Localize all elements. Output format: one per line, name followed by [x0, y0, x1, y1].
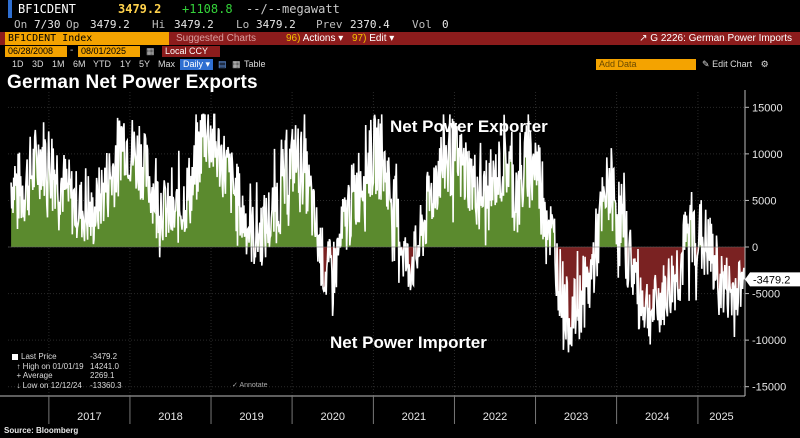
x-axis: 2017 2018 2019 2020 2021 2022 2023 2024 2025: [0, 395, 745, 424]
prev-value: 2370.4: [350, 18, 390, 31]
x-tick-label: 2017: [77, 411, 101, 423]
legend-value: 14241.0: [90, 361, 119, 371]
ticker-symbol[interactable]: BF1CDENT: [8, 0, 76, 18]
high-value: 3479.2: [174, 18, 214, 31]
edit-menu[interactable]: 97) Edit ▾: [352, 32, 394, 45]
y-tick-label: -15000: [752, 382, 786, 394]
low-value: 3479.2: [256, 18, 296, 31]
high-label: Hi: [152, 18, 166, 31]
quote-row: On 7/30 Op 3479.2 Hi 3479.2 Lo 3479.2 Pr…: [0, 17, 800, 33]
chart-name[interactable]: ↗ G 2226: German Power Imports: [639, 32, 792, 45]
frequency-select[interactable]: Daily ▾: [180, 59, 214, 70]
external-link-icon: ↗: [639, 33, 648, 44]
ticker-row: BF1CDENT 3479.2 +1108.8 --/-- megawatt: [0, 0, 800, 18]
legend-label: Last Price: [21, 352, 57, 361]
command-bar: [0, 32, 800, 45]
actions-menu-number: 96): [286, 33, 301, 44]
y-tick-label: 0: [752, 242, 758, 254]
suggested-charts-button[interactable]: Suggested Charts: [176, 33, 257, 44]
x-tick-label: 2025: [709, 411, 733, 423]
chart-title: German Net Power Exports: [7, 72, 258, 93]
annotate-label: Annotate: [239, 382, 268, 389]
last-price: 3479.2: [118, 2, 162, 16]
table-icon[interactable]: ▦: [232, 59, 241, 69]
table-button[interactable]: Table: [244, 59, 266, 69]
y-tick-label: 5000: [752, 195, 776, 207]
frequency-label: Daily: [183, 59, 204, 69]
chevron-down-icon: ▾: [389, 33, 395, 44]
volume-value: 0: [442, 18, 449, 31]
y-tick-label: -5000: [752, 289, 780, 301]
annotation-exporter: Net Power Exporter: [390, 117, 548, 136]
period-ytd[interactable]: YTD: [93, 59, 111, 69]
date-separator: -: [70, 45, 74, 56]
x-tick-label: 2022: [483, 411, 507, 423]
y-tick-label: 10000: [752, 149, 783, 161]
edit-chart-label: Edit Chart: [712, 59, 753, 69]
open-value: 3479.2: [90, 18, 130, 31]
pencil-icon: ✎: [702, 59, 710, 69]
x-tick-label: 2021: [402, 411, 426, 423]
prev-label: Prev: [316, 18, 343, 31]
low-label: Lo: [236, 18, 250, 31]
series-line: [8, 113, 746, 353]
legend-label: Low on 12/12/24: [22, 380, 82, 390]
legend-label: Average: [22, 371, 53, 380]
source-note: Source: Bloomberg: [4, 426, 79, 435]
period-row: 1D 3D 1M 6M YTD 1Y 5Y Max Daily ▾ ▤ ▦ Ta…: [0, 58, 800, 71]
on-label: On: [14, 18, 28, 31]
price-change-percent: --/--: [246, 2, 283, 16]
calendar-icon[interactable]: ▦: [146, 46, 155, 56]
x-tick-label: 2024: [645, 411, 669, 423]
currency-select[interactable]: Local CCY: [162, 46, 220, 57]
period-1m[interactable]: 1M: [52, 59, 65, 69]
last-value-tag: [745, 272, 800, 287]
annotations: Net Power Exporter Net Power Importer: [330, 117, 548, 352]
legend-marker: [12, 353, 18, 360]
y-tick-label: 15000: [752, 102, 783, 114]
volume-label: Vol: [412, 18, 432, 31]
legend-label: High on 01/01/19: [22, 361, 84, 371]
actions-menu[interactable]: 96) Actions ▾: [286, 32, 343, 45]
chart-type-icon[interactable]: ▤: [218, 59, 227, 69]
edit-chart-button[interactable]: ✎ Edit Chart ⚙: [702, 58, 769, 71]
edit-menu-number: 97): [352, 33, 367, 44]
last-value-label: -3479.2: [753, 274, 790, 286]
x-tick-label: 2019: [239, 411, 263, 423]
x-tick-label: 2018: [158, 411, 182, 423]
annotate-button[interactable]: ✓ Annotate: [232, 382, 268, 389]
price-unit: megawatt: [282, 2, 340, 16]
settings-icon[interactable]: ⚙: [760, 59, 769, 69]
open-label: Op: [66, 18, 80, 31]
end-date-input[interactable]: 08/01/2025: [78, 46, 140, 57]
legend-value: -13360.3: [90, 380, 122, 390]
period-max[interactable]: Max: [158, 59, 176, 69]
edit-menu-label: Edit: [369, 33, 387, 44]
on-value: 7/30: [34, 18, 61, 31]
add-data-input[interactable]: Add Data: [596, 59, 696, 70]
legend-value: -3479.2: [90, 352, 118, 361]
period-1d[interactable]: 1D: [12, 59, 24, 69]
legend-value: 2269.1: [90, 371, 115, 380]
price-change: +1108.8: [182, 2, 233, 16]
annotation-importer: Net Power Importer: [330, 333, 487, 352]
period-3d[interactable]: 3D: [32, 59, 44, 69]
series-line-path: [10, 113, 746, 353]
period-1y[interactable]: 1Y: [120, 59, 132, 69]
period-5y[interactable]: 5Y: [139, 59, 151, 69]
y-tick-label: -10000: [752, 335, 786, 347]
security-input[interactable]: BF1CDENT Index: [5, 32, 169, 45]
start-date-input[interactable]: 06/28/2008: [5, 46, 67, 57]
chevron-down-icon: ▾: [338, 33, 344, 44]
chart-name-label: G 2226: German Power Imports: [650, 33, 792, 44]
actions-menu-label: Actions: [302, 33, 336, 44]
x-tick-label: 2023: [564, 411, 588, 423]
y-axis: 15000 10000 5000 0 -5000 -10000 -15000 -3479.2: [744, 90, 800, 396]
x-tick-label: 2020: [320, 411, 344, 423]
period-6m[interactable]: 6M: [73, 59, 86, 69]
